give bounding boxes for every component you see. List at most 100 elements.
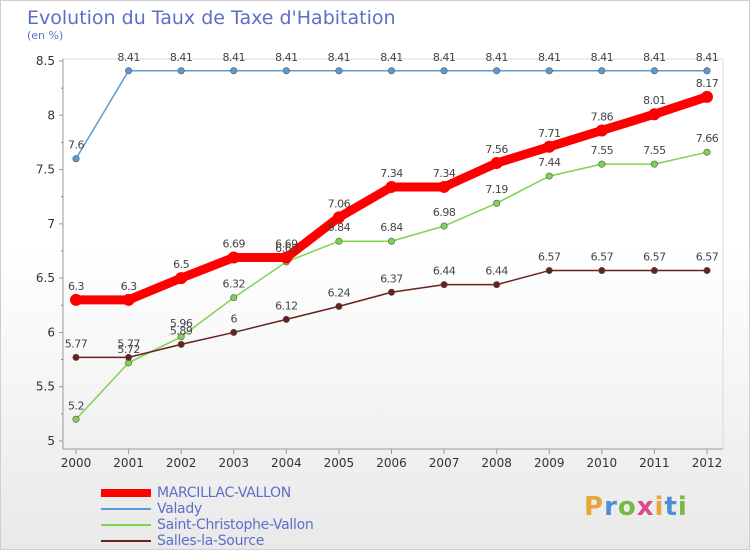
data-point-marcillac-vallon-8	[490, 157, 503, 170]
x-tick-label-5: 2005	[324, 456, 355, 470]
data-label-salles-la-source-12: 6.57	[696, 251, 719, 264]
data-point-saint-christophe-vallon-8	[493, 199, 501, 207]
data-point-marcillac-vallon-3	[227, 251, 240, 264]
x-tick-label-1: 2001	[113, 456, 144, 470]
data-label-saint-christophe-vallon-2: 5.96	[170, 317, 193, 330]
data-point-saint-christophe-vallon-10	[598, 160, 606, 168]
data-label-valady-6: 8.41	[380, 51, 403, 64]
legend-label-marcillac: MARCILLAC-VALLON	[157, 485, 291, 501]
data-point-salles-la-source-9	[545, 267, 553, 275]
data-point-saint-christophe-vallon-7	[440, 222, 448, 230]
data-point-saint-christophe-vallon-9	[545, 172, 553, 180]
data-label-saint-christophe-vallon-10: 7.55	[591, 144, 614, 157]
x-tick-label-11: 2011	[639, 456, 670, 470]
y-tick-label-1: 5.5	[36, 380, 55, 394]
data-label-salles-la-source-3: 6	[231, 312, 238, 325]
data-label-valady-0: 7.6	[68, 139, 84, 152]
data-label-marcillac-vallon-12: 8.17	[696, 77, 719, 90]
data-point-saint-christophe-vallon-11	[650, 160, 658, 168]
y-tick-label-2: 6	[47, 325, 55, 339]
data-point-valady-2	[177, 67, 185, 75]
data-label-valady-4: 8.41	[275, 51, 298, 64]
data-label-saint-christophe-vallon-6: 6.84	[380, 221, 403, 234]
data-point-valady-11	[650, 67, 658, 75]
legend-swatch-salles	[101, 540, 151, 542]
data-label-saint-christophe-vallon-12: 7.66	[696, 132, 719, 145]
data-point-salles-la-source-10	[598, 267, 606, 275]
data-label-marcillac-vallon-2: 6.5	[173, 258, 189, 271]
data-point-salles-la-source-12	[703, 267, 711, 275]
data-point-marcillac-vallon-10	[595, 124, 608, 137]
y-tick-label-7: 8.5	[36, 54, 55, 68]
legend-item-valady: Valady	[101, 501, 313, 517]
data-point-marcillac-vallon-4	[280, 251, 293, 264]
data-label-valady-10: 8.41	[591, 51, 614, 64]
data-label-marcillac-vallon-5: 7.06	[328, 197, 351, 210]
data-point-marcillac-vallon-7	[438, 180, 451, 193]
y-tick-label-4: 7	[47, 217, 55, 231]
x-tick-label-6: 2006	[376, 456, 407, 470]
data-point-marcillac-vallon-5	[332, 211, 345, 224]
data-label-marcillac-vallon-11: 8.01	[643, 94, 666, 107]
x-tick-label-7: 2007	[429, 456, 460, 470]
data-label-valady-9: 8.41	[538, 51, 561, 64]
data-point-saint-christophe-vallon-0	[72, 415, 80, 423]
x-tick-label-8: 2008	[481, 456, 512, 470]
data-point-marcillac-vallon-0	[70, 293, 82, 306]
y-tick-label-0: 5	[47, 434, 55, 448]
data-label-saint-christophe-vallon-4: 6.65	[275, 242, 298, 255]
data-point-saint-christophe-vallon-12	[703, 148, 711, 156]
data-label-marcillac-vallon-8: 7.56	[485, 143, 508, 156]
data-label-marcillac-vallon-7: 7.34	[433, 167, 456, 180]
data-label-salles-la-source-6: 6.37	[380, 272, 403, 285]
x-tick-label-3: 2003	[218, 456, 249, 470]
data-point-valady-1	[125, 67, 133, 75]
data-label-marcillac-vallon-6: 7.34	[380, 167, 403, 180]
data-label-saint-christophe-vallon-9: 7.44	[538, 156, 561, 169]
legend-swatch-marcillac	[101, 489, 151, 497]
data-label-salles-la-source-11: 6.57	[643, 251, 666, 264]
data-label-salles-la-source-8: 6.44	[485, 265, 508, 278]
data-label-marcillac-vallon-4: 6.69	[275, 238, 298, 251]
data-point-marcillac-vallon-6	[385, 180, 398, 193]
legend-swatch-valady	[101, 508, 151, 510]
data-point-saint-christophe-vallon-6	[387, 237, 395, 245]
data-point-valady-4	[282, 67, 290, 75]
data-point-marcillac-vallon-1	[122, 293, 135, 306]
data-label-marcillac-vallon-0: 6.3	[68, 280, 84, 293]
data-point-salles-la-source-3	[230, 328, 238, 336]
data-label-salles-la-source-0: 5.77	[65, 337, 88, 350]
data-point-salles-la-source-2	[177, 340, 185, 348]
data-label-valady-8: 8.41	[485, 51, 508, 64]
data-point-salles-la-source-11	[650, 267, 658, 275]
data-point-valady-8	[493, 67, 501, 75]
legend-item-saint-christophe: Saint-Christophe-Vallon	[101, 517, 314, 533]
x-tick-label-10: 2010	[587, 456, 618, 470]
series-line-marcillac-vallon	[71, 92, 712, 305]
data-label-saint-christophe-vallon-3: 6.32	[223, 278, 246, 291]
x-tick-label-0: 2000	[61, 456, 92, 470]
data-label-marcillac-vallon-9: 7.71	[538, 127, 561, 140]
data-point-saint-christophe-vallon-3	[230, 294, 238, 302]
data-label-marcillac-vallon-3: 6.69	[223, 238, 246, 251]
data-point-valady-12	[703, 67, 711, 75]
data-point-salles-la-source-4	[282, 315, 290, 323]
data-point-valady-7	[440, 67, 448, 75]
chart-title: Evolution du Taux de Taxe d'Habitation	[27, 7, 396, 29]
legend: MARCILLAC-VALLON Valady Saint-Christophe…	[101, 485, 314, 549]
legend-swatch-saint-christophe	[101, 524, 151, 526]
data-label-salles-la-source-5: 6.24	[328, 286, 351, 299]
data-point-salles-la-source-7	[440, 281, 448, 289]
legend-label-saint-christophe: Saint-Christophe-Vallon	[157, 517, 314, 533]
data-label-valady-11: 8.41	[643, 51, 666, 64]
data-point-salles-la-source-8	[493, 281, 501, 289]
y-tick-label-6: 8	[47, 108, 55, 122]
data-point-marcillac-vallon-9	[543, 140, 556, 153]
data-point-marcillac-vallon-12	[701, 90, 713, 103]
data-point-valady-6	[387, 67, 395, 75]
data-label-valady-5: 8.41	[328, 51, 351, 64]
data-label-salles-la-source-9: 6.57	[538, 251, 561, 264]
data-label-salles-la-source-7: 6.44	[433, 265, 456, 278]
